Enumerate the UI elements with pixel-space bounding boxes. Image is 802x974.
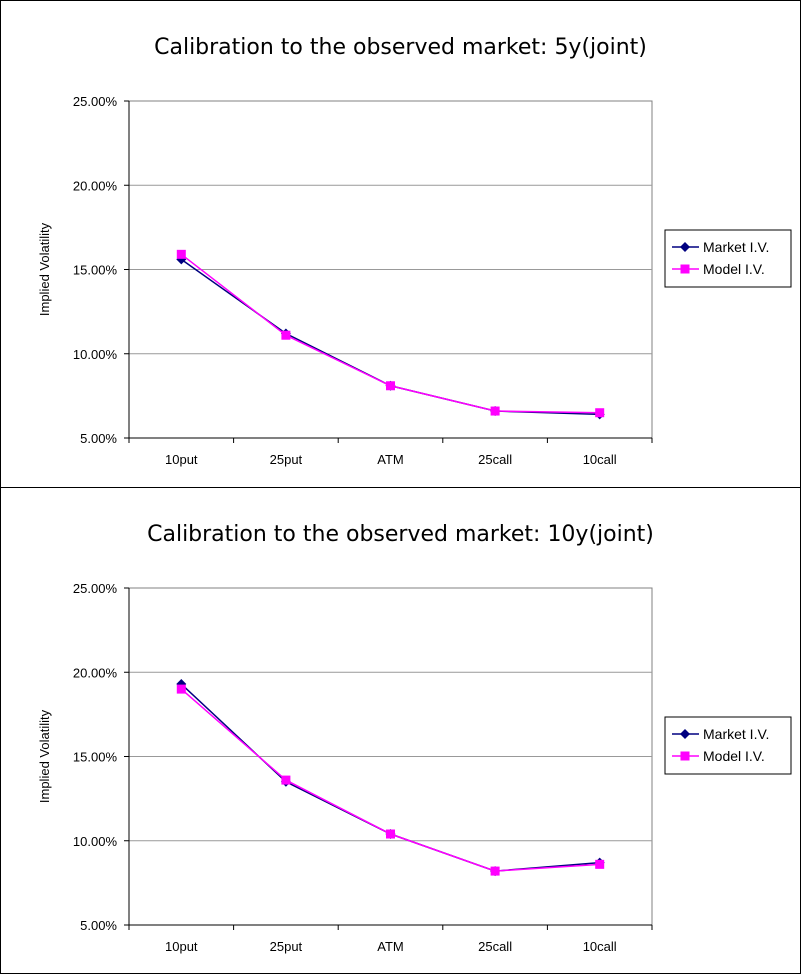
x-tick-label: 25put [270,939,303,954]
x-tick-label: 25put [270,452,303,467]
legend-box [664,229,792,288]
legend-label: Market I.V. [703,726,769,742]
legend: Market I.V. Model I.V. [664,229,792,288]
data-point-1 [595,408,605,418]
y-tick-label: 25.00% [73,581,118,596]
line-chart-10y: 5.00% 10.00% 15.00% 20.00% 25.00% 10put 25put A… [37,581,792,954]
data-point-1 [490,866,500,876]
legend-label: Model I.V. [703,261,765,277]
x-tick-label: ATM [377,939,403,954]
data-point-1 [386,381,395,391]
y-tick-label: 5.00% [80,431,117,446]
data-point-1 [176,249,186,259]
x-tick-label: 25call [478,939,512,954]
data-point-1 [176,684,186,694]
legend-marker [680,751,690,761]
data-point-1 [281,775,291,785]
data-point-1 [490,406,500,416]
y-tick-label: 5.00% [80,918,117,933]
data-point-1 [595,859,605,869]
data-point-0 [176,254,187,265]
chart-panel-5y: Calibration to the observed market: 5y(j… [0,0,801,488]
x-tick-label: 25call [478,452,512,467]
y-tick-label: 20.00% [73,665,118,680]
legend-marker [680,729,690,739]
x-tick-label: 10put [165,939,198,954]
x-tick-label: 10call [583,452,617,467]
data-point-1 [281,330,291,340]
y-axis-title: Implied Volatility [37,222,52,316]
legend-label: Market I.V. [703,239,769,255]
legend-box [664,716,792,775]
legend-marker [680,242,690,252]
line-chart-5y: 5.00% 10.00% 15.00% 20.00% 25.00% 10put 25put A… [37,94,792,467]
chart-title: Calibration to the observed market: 10y(… [147,522,654,547]
y-tick-label: 15.00% [73,263,118,278]
legend: Market I.V. Model I.V. [664,716,792,775]
y-tick-label: 10.00% [73,347,118,362]
legend-marker [680,264,690,274]
y-tick-label: 15.00% [73,750,118,765]
data-point-1 [386,829,395,839]
x-tick-label: ATM [377,452,403,467]
y-tick-label: 25.00% [73,94,118,109]
y-axis-title: Implied Volatility [37,709,52,803]
x-tick-label: 10put [165,452,198,467]
y-tick-label: 20.00% [73,178,118,193]
x-tick-label: 10call [583,939,617,954]
chart-title: Calibration to the observed market: 5y(j… [154,35,647,60]
chart-panel-10y: Calibration to the observed market: 10y(… [0,487,801,974]
y-tick-label: 10.00% [73,834,118,849]
legend-label: Model I.V. [703,748,765,764]
